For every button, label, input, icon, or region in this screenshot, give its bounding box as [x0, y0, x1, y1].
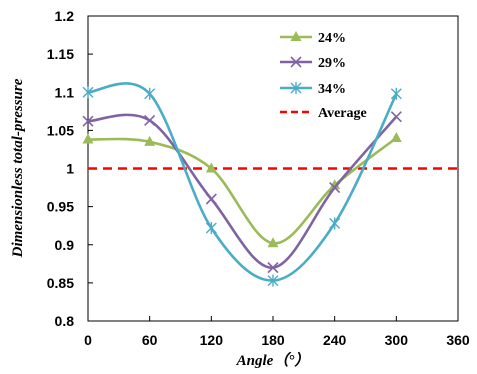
legend: 24% 29% 34% Average	[280, 31, 367, 121]
data-point	[267, 262, 279, 274]
y-tick-label: 0.8	[55, 313, 75, 329]
x-tick-label: 0	[84, 332, 92, 348]
y-tick-label: 1	[66, 161, 74, 177]
data-point	[82, 86, 94, 99]
legend-item: Average	[280, 106, 367, 121]
data-point	[82, 133, 94, 144]
x-axis-title: Angle（°）	[236, 351, 310, 369]
data-point	[205, 221, 217, 234]
series-line	[87, 136, 398, 245]
x-tick-label: 300	[385, 332, 409, 348]
series-2	[82, 82, 402, 287]
data-point	[329, 181, 341, 194]
y-tick-label: 1.1	[55, 84, 75, 100]
legend-marker	[290, 82, 302, 94]
data-point	[205, 162, 217, 173]
x-tick-label: 240	[323, 332, 347, 348]
legend-label: Average	[318, 106, 367, 121]
y-tick-label: 1.15	[47, 46, 74, 62]
data-point	[82, 115, 94, 127]
x-axis-ticks: 0 60 120 180 240 300 360	[84, 316, 470, 348]
legend-label: 24%	[318, 31, 346, 46]
data-point	[267, 237, 279, 248]
legend-marker	[290, 31, 302, 41]
y-axis-title: Dimensionless total-pressure	[10, 78, 26, 258]
y-tick-label: 0.85	[47, 275, 74, 291]
series-group	[82, 82, 402, 287]
series-1	[82, 111, 402, 274]
x-tick-label: 180	[261, 332, 285, 348]
legend-item: 34%	[280, 82, 346, 97]
data-point	[390, 132, 402, 142]
y-tick-label: 0.9	[55, 237, 75, 253]
data-point	[144, 87, 156, 100]
y-tick-label: 1.2	[55, 8, 75, 24]
y-axis-ticks: 0.8 0.85 0.9 0.95 1 1.05 1.1 1.15 1.2	[47, 8, 93, 329]
data-point	[267, 274, 279, 287]
series-line	[87, 113, 398, 269]
data-point	[329, 179, 341, 190]
legend-label: 29%	[318, 56, 346, 71]
legend-label: 34%	[318, 82, 346, 97]
x-tick-label: 60	[142, 332, 158, 348]
legend-item: 29%	[280, 56, 346, 71]
legend-marker	[290, 56, 302, 68]
data-point	[205, 193, 217, 205]
data-point	[329, 217, 341, 230]
legend-item: 24%	[280, 31, 346, 46]
data-point	[144, 135, 156, 146]
data-point	[390, 111, 402, 123]
data-point	[390, 87, 402, 100]
x-tick-label: 360	[446, 332, 470, 348]
y-tick-label: 1.05	[47, 122, 74, 138]
x-tick-label: 120	[200, 332, 224, 348]
y-tick-label: 0.95	[47, 199, 74, 215]
data-point	[144, 114, 156, 127]
